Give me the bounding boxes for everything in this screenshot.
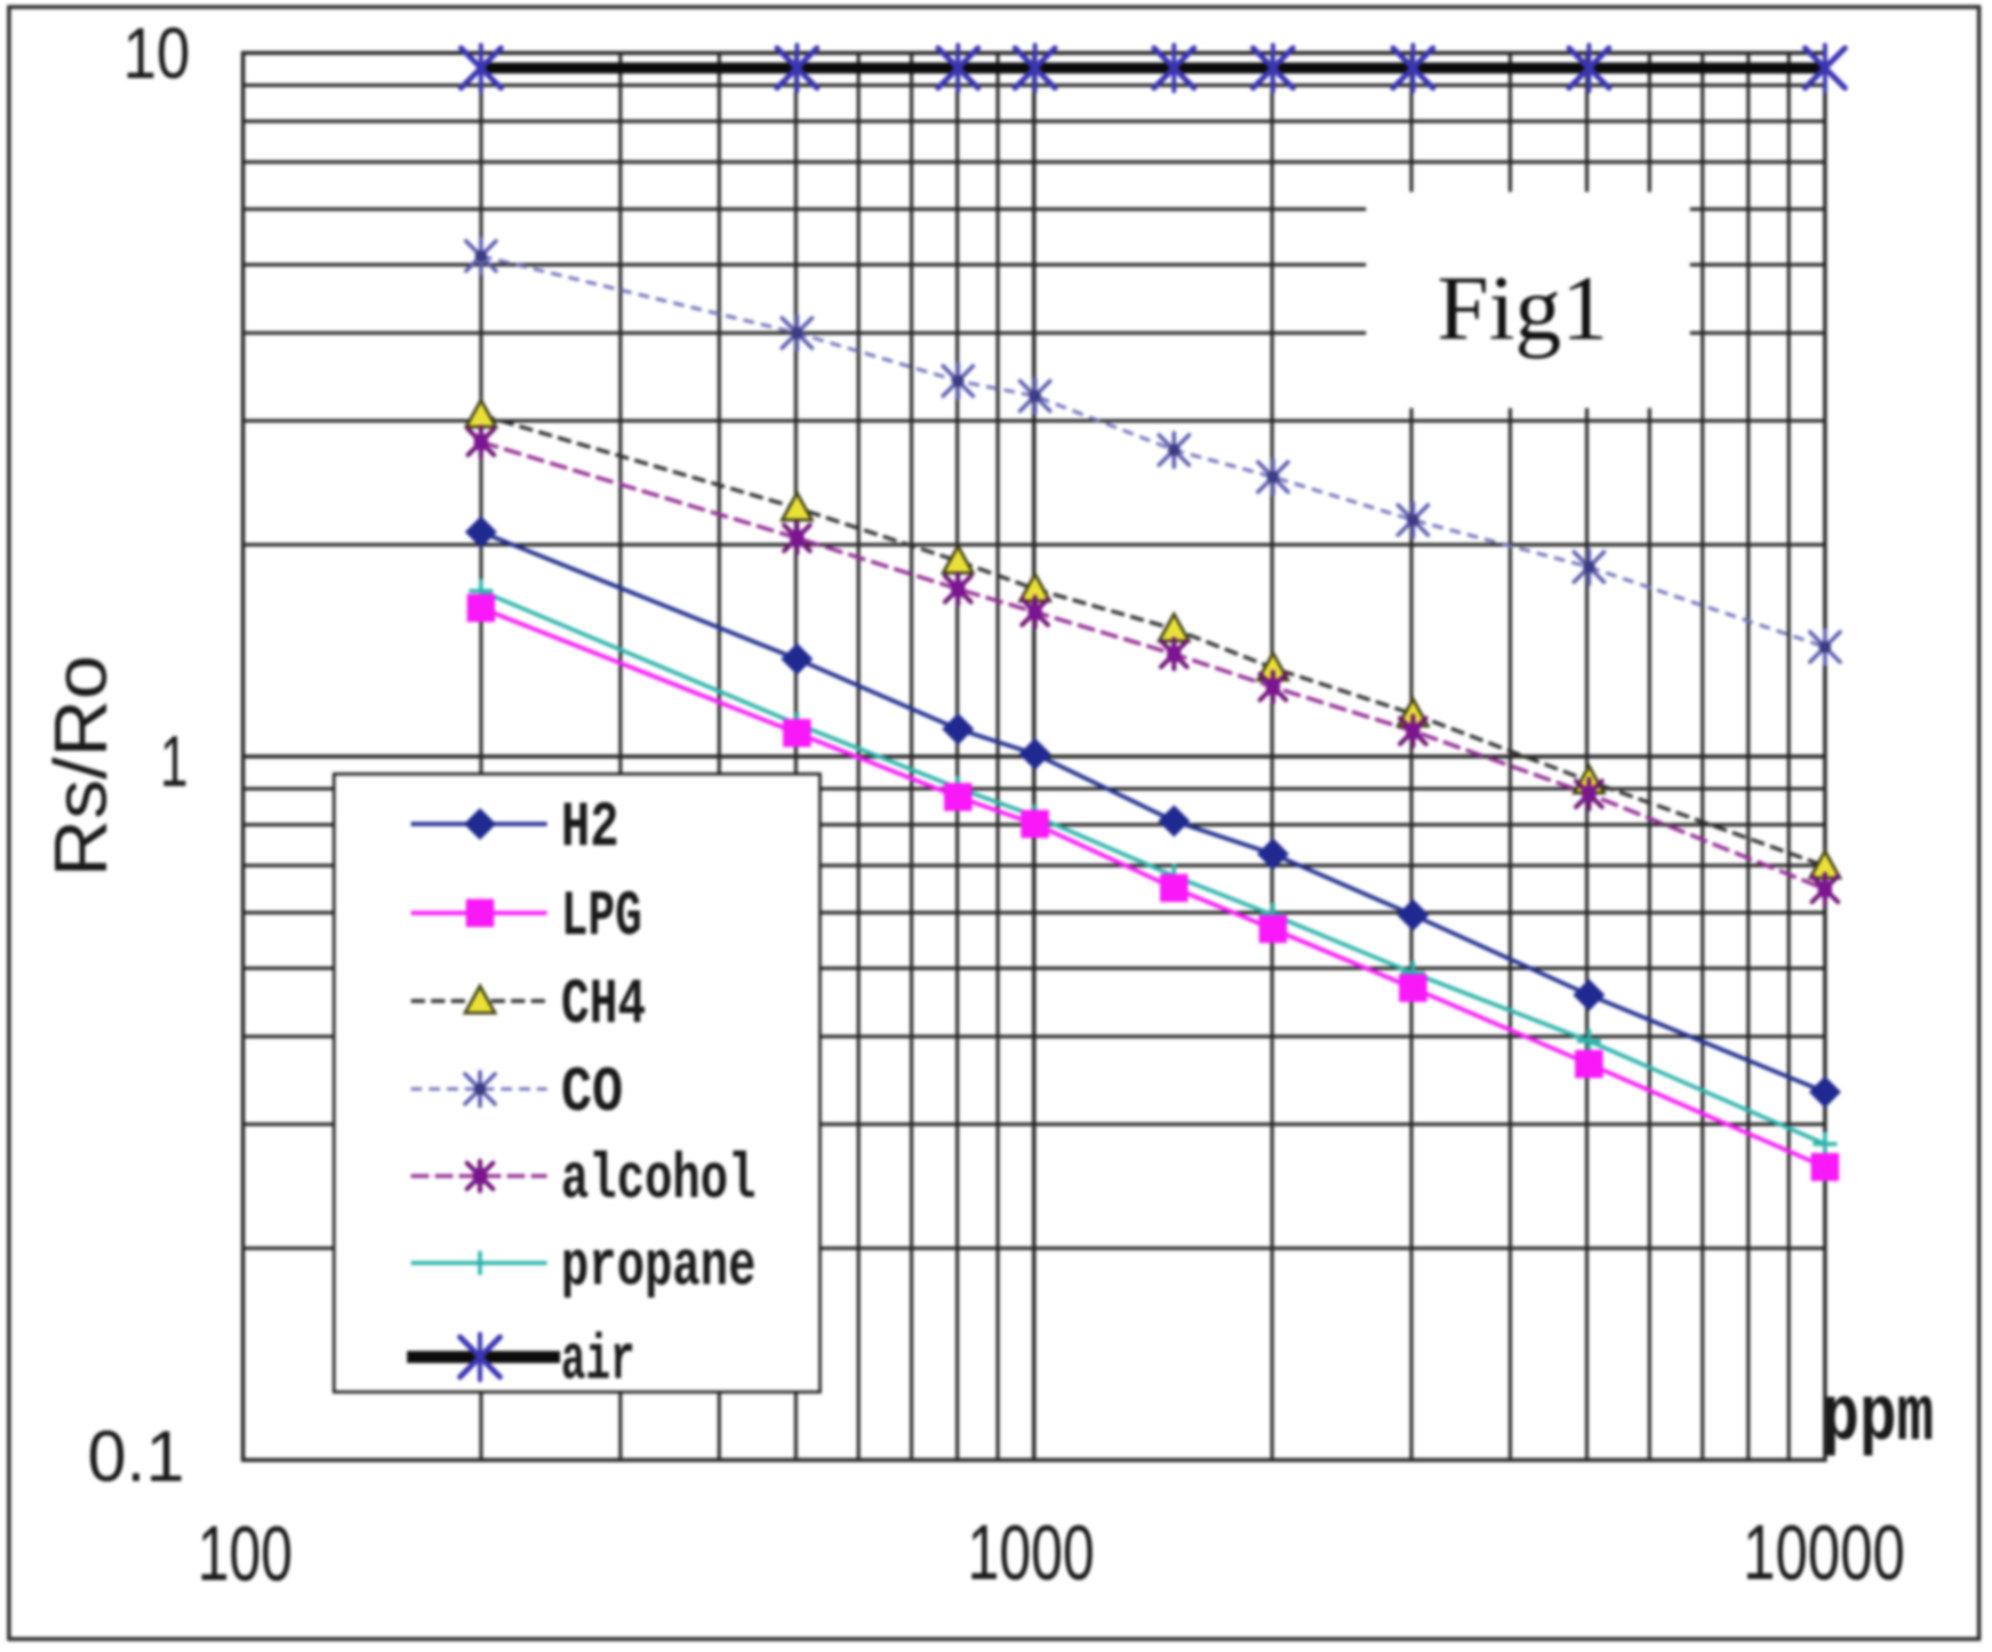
svg-text:LPG: LPG [561, 882, 642, 954]
svg-text:Fig1: Fig1 [1437, 257, 1608, 359]
svg-text:100: 100 [198, 1509, 293, 1597]
svg-text:alcohol: alcohol [561, 1145, 756, 1217]
svg-text:CO: CO [561, 1058, 623, 1130]
svg-text:10: 10 [123, 14, 190, 94]
svg-text:1: 1 [160, 722, 188, 802]
svg-text:ppm: ppm [1822, 1373, 1934, 1464]
svg-text:10000: 10000 [1743, 1508, 1905, 1596]
svg-text:H2: H2 [561, 793, 619, 865]
svg-text:air: air [561, 1326, 635, 1398]
svg-text:propane: propane [561, 1232, 756, 1304]
svg-text:0.1: 0.1 [88, 1417, 185, 1497]
svg-text:CH4: CH4 [561, 970, 646, 1042]
svg-text:Rs/Ro: Rs/Ro [39, 655, 122, 877]
svg-text:1000: 1000 [968, 1508, 1095, 1596]
